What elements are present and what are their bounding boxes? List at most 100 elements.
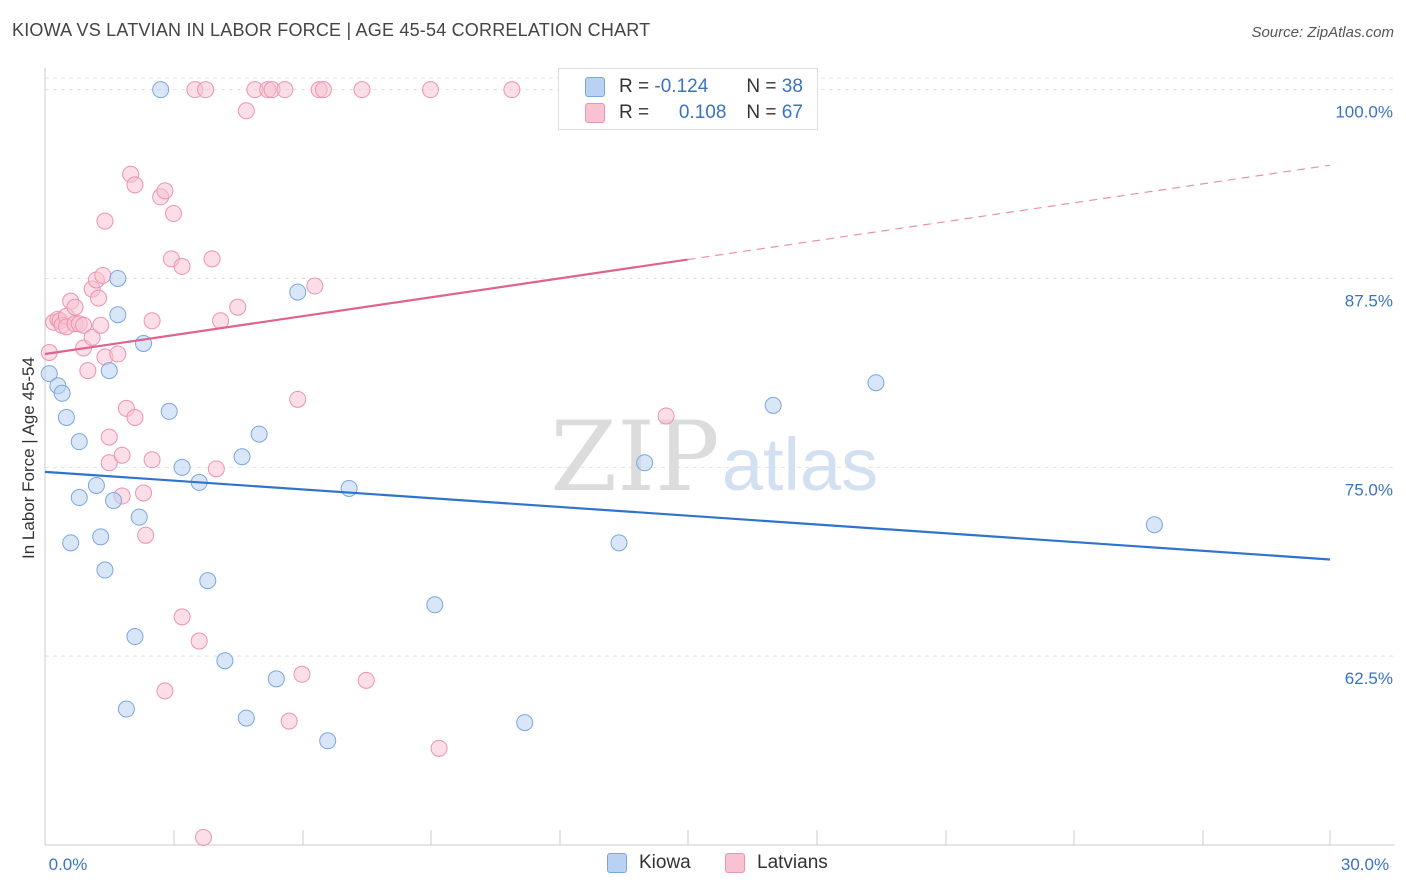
latvians-point: [94, 266, 112, 284]
kiowa-point: [237, 709, 255, 727]
latvians-point: [289, 390, 307, 408]
latvians-point: [173, 608, 191, 626]
latvians-point: [75, 316, 93, 334]
kiowa-point: [40, 365, 58, 383]
latvians-point: [276, 81, 294, 99]
kiowa-point: [173, 458, 191, 476]
kiowa-trend-line: [44, 470, 1331, 561]
latvians-point: [207, 460, 225, 478]
latvians-points: [40, 81, 675, 846]
kiowa-points: [40, 81, 1163, 750]
latvians-point: [109, 345, 127, 363]
latvians-point: [79, 362, 97, 380]
latvians-point: [143, 451, 161, 469]
kiowa-point: [62, 534, 80, 552]
latvians-swatch: [585, 103, 605, 123]
kiowa-point: [57, 408, 75, 426]
latvians-swatch: [725, 853, 745, 873]
watermark: ZIP atlas: [550, 401, 878, 513]
kiowa-swatch: [585, 77, 605, 97]
latvians-point: [156, 682, 174, 700]
kiowa-point: [92, 528, 110, 546]
latvians-point: [135, 484, 153, 502]
kiowa-point: [319, 732, 337, 750]
latvians-point: [92, 316, 110, 334]
latvians-point: [165, 205, 182, 223]
latvians-point: [203, 250, 221, 268]
legend-n-value: 67: [781, 102, 803, 123]
kiowa-point: [96, 561, 114, 579]
latvians-point: [197, 81, 215, 99]
gridlines: [45, 77, 1395, 657]
kiowa-point: [109, 306, 127, 324]
kiowa-point: [233, 448, 251, 466]
latvians-point: [357, 671, 375, 689]
tick-labels: 62.5% 75.0% 87.5% 100.0% 0.0% 30.0%: [49, 103, 1393, 874]
latvians-point: [96, 212, 114, 230]
latvians-point: [314, 81, 332, 99]
source-label: Source: ZipAtlas.com: [1251, 24, 1394, 41]
legend-r-value: -0.124: [654, 76, 709, 97]
legend-n-label: N =: [746, 76, 777, 97]
latvians-point: [100, 428, 118, 446]
kiowa-point: [1145, 516, 1163, 534]
kiowa-legend-label: Kiowa: [639, 852, 691, 873]
legend-row-kiowa: R = -0.124 N = 38: [585, 74, 803, 100]
kiowa-point: [109, 269, 127, 287]
latvians-point: [66, 298, 84, 316]
latvians-point: [126, 408, 144, 426]
kiowa-point: [105, 492, 123, 510]
kiowa-point: [516, 714, 534, 732]
y-tick-label: 100.0%: [1335, 103, 1393, 122]
latvians-point: [229, 298, 247, 316]
y-tick-label: 75.0%: [1345, 480, 1393, 499]
legend-n-label: N =: [746, 102, 777, 123]
bottom-legend-kiowa: Kiowa: [607, 852, 691, 874]
watermark-atlas: atlas: [722, 423, 878, 506]
kiowa-point: [636, 454, 654, 472]
latvians-point: [113, 446, 131, 464]
watermark-zip: ZIP: [550, 401, 719, 513]
y-axis-label: In Labor Force | Age 45-54: [19, 357, 38, 559]
latvians-point: [657, 407, 675, 425]
x-tick-label: 30.0%: [1341, 855, 1389, 874]
kiowa-point: [53, 384, 71, 402]
latvians-point: [90, 289, 108, 307]
kiowa-point: [126, 628, 144, 646]
kiowa-swatch: [607, 853, 627, 873]
bottom-legend-latvians: Latvians: [725, 852, 828, 874]
latvians-point: [100, 454, 118, 472]
latvians-point: [237, 102, 255, 120]
latvians-point: [83, 328, 101, 346]
legend-r-value: 0.108: [678, 102, 727, 123]
latvians-point: [126, 176, 144, 194]
kiowa-point: [250, 425, 268, 443]
legend-r-label: R =: [619, 76, 650, 97]
trend-lines: [44, 164, 1331, 561]
chart-title: KIOWA VS LATVIAN IN LABOR FORCE | AGE 45…: [12, 20, 651, 40]
y-tick-label: 62.5%: [1345, 669, 1393, 688]
kiowa-point: [764, 396, 782, 414]
axes: [44, 68, 1395, 846]
latvians-point: [503, 81, 521, 99]
kiowa-point: [117, 700, 135, 718]
legend-row-latvians: R = 0.108 N = 67: [585, 100, 803, 126]
latvians-point: [293, 665, 311, 683]
kiowa-point: [160, 402, 178, 420]
latvians-point: [422, 81, 439, 99]
kiowa-point: [426, 596, 444, 614]
latvians-point: [194, 828, 212, 846]
kiowa-point: [100, 362, 118, 380]
kiowa-point: [216, 652, 234, 670]
kiowa-point: [70, 433, 88, 451]
latvians-point: [353, 81, 371, 99]
kiowa-point: [289, 283, 307, 301]
kiowa-point: [610, 534, 628, 552]
latvians-trend-line-projection: [687, 164, 1331, 261]
kiowa-point: [267, 670, 285, 688]
latvians-point: [306, 277, 324, 295]
kiowa-point: [87, 476, 105, 494]
latvians-point: [173, 257, 191, 275]
legend-n-value: 38: [781, 76, 803, 97]
